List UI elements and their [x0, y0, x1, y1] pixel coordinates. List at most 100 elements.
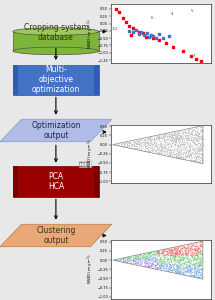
Point	[117, 258, 121, 263]
Point	[162, 254, 166, 259]
Point	[181, 256, 185, 261]
Point	[152, 145, 156, 150]
Point	[183, 141, 186, 146]
Point	[201, 245, 204, 250]
Point	[154, 149, 157, 154]
Point	[177, 263, 181, 268]
Point	[142, 142, 146, 147]
Point	[150, 261, 154, 266]
Point	[178, 155, 181, 160]
Point	[192, 273, 196, 278]
Point	[174, 150, 178, 155]
Point	[163, 134, 167, 138]
Point	[191, 136, 195, 141]
Point	[135, 255, 139, 260]
Point	[165, 134, 169, 139]
Point	[195, 138, 198, 142]
Point	[145, 254, 149, 259]
Point	[133, 146, 137, 151]
Point	[199, 152, 203, 157]
Point	[157, 266, 160, 271]
Point	[186, 270, 190, 275]
Point	[154, 148, 158, 152]
Point	[186, 155, 190, 160]
Point	[125, 141, 128, 146]
Point	[142, 255, 146, 260]
Point	[180, 251, 184, 256]
Point	[160, 136, 163, 140]
Point	[184, 272, 187, 277]
Point	[182, 149, 185, 154]
Point	[194, 142, 198, 147]
Point	[179, 262, 182, 266]
Point	[189, 246, 193, 251]
Point	[158, 266, 161, 271]
Point	[191, 158, 195, 163]
Point	[189, 271, 193, 275]
Point	[180, 131, 183, 136]
Point	[187, 246, 190, 250]
Point	[170, 248, 173, 253]
Point	[192, 158, 196, 163]
Point	[198, 124, 202, 129]
Point	[183, 128, 186, 133]
Point	[180, 268, 183, 272]
Point	[137, 261, 140, 266]
Point	[191, 252, 195, 256]
Point	[194, 151, 198, 155]
Point	[199, 133, 203, 138]
Point	[144, 148, 147, 153]
Point	[187, 129, 191, 134]
Point	[172, 139, 176, 144]
Point	[156, 136, 160, 141]
Point	[143, 141, 146, 146]
Point	[157, 250, 160, 255]
Point	[192, 257, 195, 262]
Point	[199, 251, 202, 256]
Point	[196, 141, 200, 146]
Point	[196, 246, 200, 251]
Point	[165, 136, 168, 141]
Point	[180, 140, 184, 145]
Point	[186, 158, 189, 163]
Point	[143, 260, 147, 265]
Point	[167, 133, 171, 138]
Point	[190, 144, 193, 149]
Point	[144, 262, 147, 267]
Point	[168, 267, 172, 272]
Point	[200, 260, 203, 265]
Point	[161, 251, 165, 256]
Point	[200, 262, 203, 267]
Point	[164, 259, 167, 264]
Point	[126, 140, 129, 144]
Point	[196, 248, 200, 253]
Point	[122, 141, 125, 146]
Point	[173, 255, 177, 260]
Point	[147, 142, 150, 147]
Point	[152, 261, 156, 266]
Point	[192, 259, 195, 263]
Point	[179, 141, 182, 146]
Point	[147, 136, 150, 141]
Point	[189, 152, 192, 157]
Point	[195, 244, 198, 249]
Point	[156, 259, 159, 264]
Point	[198, 275, 201, 280]
Point	[164, 250, 168, 255]
Point	[185, 135, 188, 140]
Point	[174, 256, 177, 260]
Point	[190, 260, 193, 265]
Point	[166, 260, 170, 264]
Point	[184, 136, 188, 140]
Point	[191, 263, 195, 268]
Point	[200, 239, 204, 244]
Point	[163, 142, 166, 147]
Point	[175, 264, 179, 268]
Point	[144, 260, 148, 264]
Point	[184, 134, 187, 138]
Point	[175, 245, 179, 250]
Point	[177, 133, 181, 138]
Point	[184, 133, 187, 137]
Point	[183, 260, 186, 265]
Point	[180, 246, 184, 251]
